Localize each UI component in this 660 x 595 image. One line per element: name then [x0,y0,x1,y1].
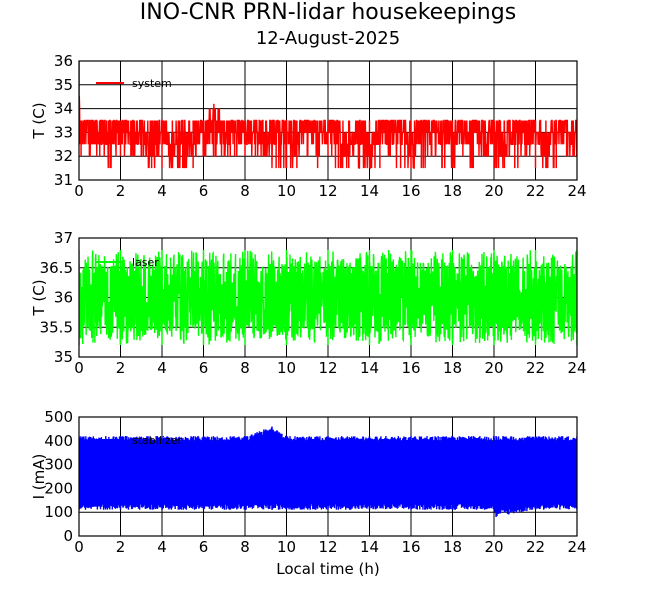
x-tick-label: 6 [199,359,209,377]
x-tick-label: 22 [526,359,545,377]
series-system [79,61,577,169]
y-tick-label: 500 [44,408,73,426]
legend-label: system [132,77,172,90]
x-tick-label: 18 [443,538,462,556]
x-tick-label: 2 [116,182,126,200]
figure-subtitle: 12-August-2025 [256,28,400,49]
x-tick-label: 8 [240,538,250,556]
x-tick-label: 2 [116,359,126,377]
x-tick-label: 22 [526,182,545,200]
legend-label: laser [132,256,159,269]
x-tick-label: 20 [484,359,503,377]
y-tick-label: 35 [54,76,73,94]
y-tick-label: 35.5 [40,318,73,336]
x-tick-label: 16 [401,182,420,200]
x-tick-label: 14 [360,538,379,556]
y-tick-label: 32 [54,147,73,165]
x-tick-label: 24 [567,182,586,200]
x-tick-label: 24 [567,359,586,377]
x-tick-label: 6 [199,538,209,556]
y-tick-label: 36 [54,289,73,307]
x-tick-label: 12 [318,538,337,556]
x-tick-label: 2 [116,538,126,556]
x-tick-label: 24 [567,538,586,556]
y-tick-label: 300 [44,456,73,474]
x-tick-label: 0 [74,359,84,377]
y-tick-label: 400 [44,432,73,450]
x-tick-label: 20 [484,182,503,200]
x-tick-label: 12 [318,359,337,377]
y-axis-label: T (C) [30,102,48,139]
x-tick-label: 18 [443,359,462,377]
x-tick-label: 18 [443,182,462,200]
x-axis-label: Local time (h) [276,560,380,578]
x-tick-label: 16 [401,359,420,377]
x-tick-label: 14 [360,359,379,377]
figure-title: INO-CNR PRN-lidar housekeepings [140,0,516,25]
x-tick-label: 4 [157,538,167,556]
x-tick-label: 0 [74,538,84,556]
series-laser [79,249,577,346]
y-tick-label: 36.5 [40,259,73,277]
y-tick-label: 37 [54,229,73,247]
y-tick-label: 33 [54,123,73,141]
legend-label: stabilizer [132,434,182,447]
y-tick-label: 200 [44,479,73,497]
y-tick-label: 34 [54,100,73,118]
x-tick-label: 4 [157,182,167,200]
x-tick-label: 8 [240,359,250,377]
x-tick-label: 0 [74,182,84,200]
y-tick-label: 35 [54,348,73,366]
x-tick-label: 10 [277,182,296,200]
x-tick-label: 22 [526,538,545,556]
x-tick-label: 14 [360,182,379,200]
x-tick-label: 10 [277,359,296,377]
y-tick-label: 100 [44,503,73,521]
y-axis-label: T (C) [30,279,48,316]
x-tick-label: 16 [401,538,420,556]
series-stabilizer [79,426,577,517]
y-tick-label: 31 [54,171,73,189]
x-tick-label: 8 [240,182,250,200]
y-axis-label: I (mA) [30,454,48,500]
y-tick-label: 0 [63,527,73,545]
x-tick-label: 6 [199,182,209,200]
x-tick-label: 12 [318,182,337,200]
x-tick-label: 10 [277,538,296,556]
x-tick-label: 4 [157,359,167,377]
x-tick-label: 20 [484,538,503,556]
y-tick-label: 36 [54,52,73,70]
